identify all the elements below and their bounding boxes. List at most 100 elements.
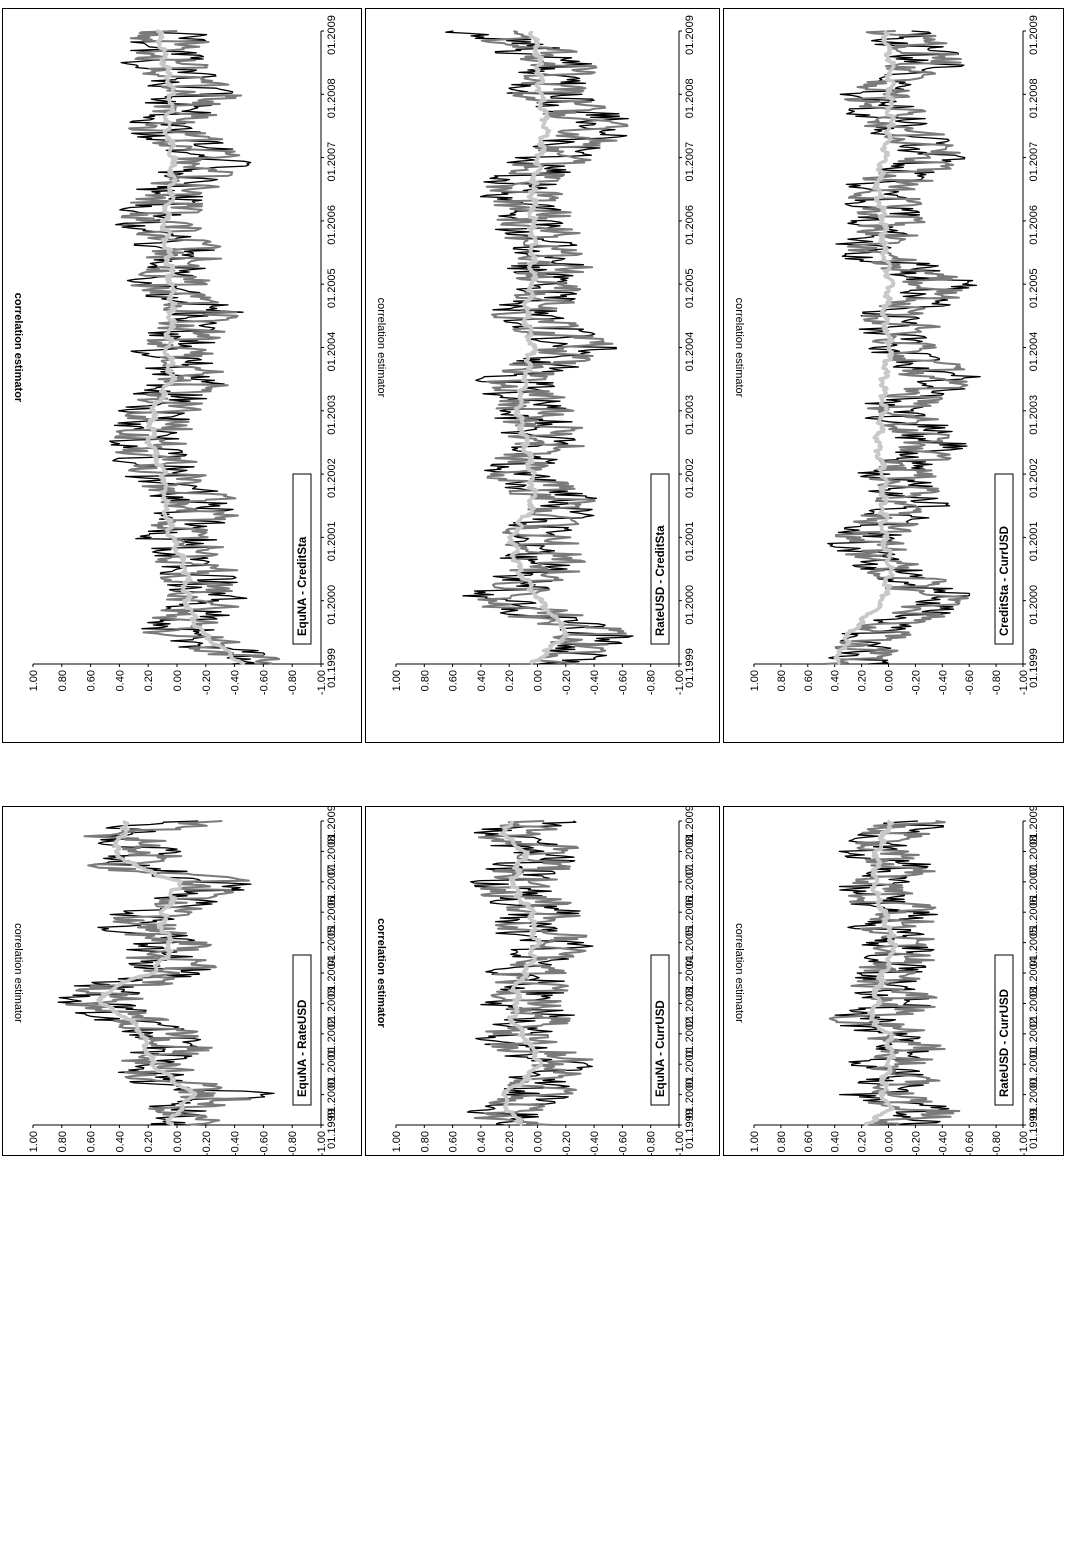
value-tick-label: -0.20: [201, 670, 213, 695]
value-tick-label: -0.40: [230, 670, 242, 695]
series-line-3: [833, 30, 897, 665]
value-tick-label: 0.20: [143, 1131, 155, 1152]
value-tick-label: -0.20: [561, 670, 573, 695]
time-tick-label: 01.1999: [326, 648, 338, 688]
value-tick-label: 0.60: [86, 670, 98, 691]
time-tick-label: 01.2007: [1028, 142, 1040, 182]
time-tick-label: 01.2001: [1028, 1048, 1040, 1088]
value-tick-label: 0.60: [86, 1131, 98, 1152]
value-tick-label: 0.40: [830, 670, 842, 691]
time-tick-label: 01.2000: [326, 585, 338, 625]
time-tick-label: 01.2004: [326, 957, 338, 997]
time-tick-label: 01.2002: [326, 1018, 338, 1058]
value-tick-label: 0.00: [533, 1131, 545, 1152]
value-tick-label: 0.80: [776, 670, 788, 691]
value-tick-label: -0.40: [230, 1131, 242, 1156]
series-line-1: [466, 820, 594, 1126]
series-line-3: [499, 820, 544, 1127]
time-tick-label: 01.1999: [684, 1109, 696, 1149]
chart-panel-equna-currusd: 1.00 0.80 0.60 0.40 0.20 0.00 -0.20 -0.40 -0.60 -…: [365, 806, 720, 1156]
value-tick-label: 0.40: [114, 670, 126, 691]
series-line-3: [96, 819, 198, 1126]
value-tick-label: 0.00: [172, 1131, 184, 1152]
value-tick-label: -0.60: [964, 1131, 976, 1156]
time-tick-label: 01.2007: [1028, 866, 1040, 906]
value-tick-label: 0.40: [476, 1131, 488, 1152]
value-tick-label: 1.00: [28, 670, 40, 691]
series-line-1: [57, 820, 275, 1126]
time-tick-label: 01.1999: [326, 1109, 338, 1149]
value-tick-label: 1.00: [391, 670, 403, 691]
value-tick-label: -0.80: [287, 670, 299, 695]
time-tick-label: 01.2000: [1028, 585, 1040, 625]
time-tick-label: 01.2009: [326, 807, 338, 845]
chart-svg: 1.00 0.80 0.60 0.40 0.20 0.00 -0.20 -0.40 -0.60 -…: [12, 15, 338, 695]
time-tick-label: 01.2000: [1028, 1079, 1040, 1119]
title-box: [994, 954, 1014, 1106]
time-tick-label: 01.2001: [326, 1048, 338, 1088]
value-tick-label: 0.20: [857, 670, 869, 691]
y-axis-label: correlation estimator: [12, 923, 24, 1023]
time-tick-label: 01.2005: [684, 927, 696, 967]
chart-title: RateUSD - CreditSta: [655, 525, 667, 636]
time-tick-label: 01.2002: [1028, 1018, 1040, 1058]
time-tick-label: 01.2003: [684, 395, 696, 435]
value-tick-label: 0.20: [143, 670, 155, 691]
chart-title: CreditSta - CurrUSD: [999, 526, 1011, 636]
value-tick-label: -0.60: [964, 670, 976, 695]
value-tick-label: 0.80: [57, 1131, 69, 1152]
series-line-3: [507, 30, 570, 666]
time-tick-label: 01.2006: [326, 896, 338, 936]
time-tick-label: 01.2003: [1028, 988, 1040, 1028]
value-tick-label: -1.00: [1018, 670, 1030, 695]
value-tick-label: 0.80: [419, 670, 431, 691]
value-tick-label: -0.80: [991, 1131, 1003, 1156]
time-tick-label: 01.2002: [684, 458, 696, 498]
time-tick-label: 01.2009: [684, 15, 696, 55]
value-tick-label: -1.00: [1018, 1131, 1030, 1156]
time-tick-label: 01.2000: [326, 1079, 338, 1119]
value-tick-label: -0.80: [646, 670, 658, 695]
time-tick-label: 01.2005: [684, 268, 696, 308]
series-line-2: [114, 30, 281, 665]
time-tick-label: 01.2000: [684, 1079, 696, 1119]
time-tick-label: 01.2001: [684, 522, 696, 562]
time-tick-label: 01.1999: [684, 648, 696, 688]
value-tick-label: 0.40: [830, 1131, 842, 1152]
value-tick-label: -0.60: [617, 670, 629, 695]
chart-panel-equna-creditsta: 1.00 0.80 0.60 0.40 0.20 0.00 -0.20 -0.40 -0.60 -…: [2, 8, 362, 743]
time-tick-label: 01.2004: [684, 332, 696, 372]
value-tick-label: 0.60: [448, 1131, 460, 1152]
value-tick-label: -1.00: [316, 670, 328, 695]
time-tick-label: 01.2006: [684, 896, 696, 936]
value-tick-label: 0.80: [57, 670, 69, 691]
time-tick-label: 01.2006: [326, 205, 338, 245]
chart-title: EquNA - RateUSD: [297, 1000, 309, 1097]
value-tick-label: 0.80: [419, 1131, 431, 1152]
value-tick-label: 0.00: [172, 670, 184, 691]
series-line-3: [864, 819, 899, 1126]
y-axis-label: correlation estimator: [375, 298, 387, 398]
chart-svg: 1.00 0.80 0.60 0.40 0.20 0.00 -0.20 -0.40 -0.60 -…: [733, 15, 1040, 695]
value-tick-label: -0.40: [937, 670, 949, 695]
series-line-3: [144, 29, 246, 666]
value-tick-label: 0.80: [776, 1131, 788, 1152]
title-box: [292, 954, 312, 1106]
chart-panel-rateusd-currusd: 1.00 0.80 0.60 0.40 0.20 0.00 -0.20 -0.40 -0.60 -…: [723, 806, 1064, 1156]
chart-panel-equna-rateusd: 1.00 0.80 0.60 0.40 0.20 0.00 -0.20 -0.40 -0.60 -…: [2, 806, 362, 1156]
time-tick-label: 01.2009: [326, 15, 338, 55]
value-tick-label: 0.20: [504, 670, 516, 691]
time-tick-label: 01.2007: [326, 866, 338, 906]
value-tick-label: 0.00: [884, 1131, 896, 1152]
time-tick-label: 01.1999: [1028, 648, 1040, 688]
value-tick-label: -0.20: [201, 1131, 213, 1156]
chart-title: EquNA - CurrUSD: [655, 1000, 667, 1097]
title-box: [994, 473, 1014, 645]
chart-panel-creditsta-currusd: 1.00 0.80 0.60 0.40 0.20 0.00 -0.20 -0.40 -0.60 -…: [723, 8, 1064, 743]
chart-svg: 1.00 0.80 0.60 0.40 0.20 0.00 -0.20 -0.40 -0.60 -…: [12, 807, 338, 1156]
y-axis-label: correlation estimator: [12, 293, 24, 403]
time-tick-label: 01.1999: [1028, 1109, 1040, 1149]
y-axis-label: correlation estimator: [733, 298, 745, 398]
title-box: [292, 473, 312, 645]
value-tick-label: -0.20: [910, 670, 922, 695]
